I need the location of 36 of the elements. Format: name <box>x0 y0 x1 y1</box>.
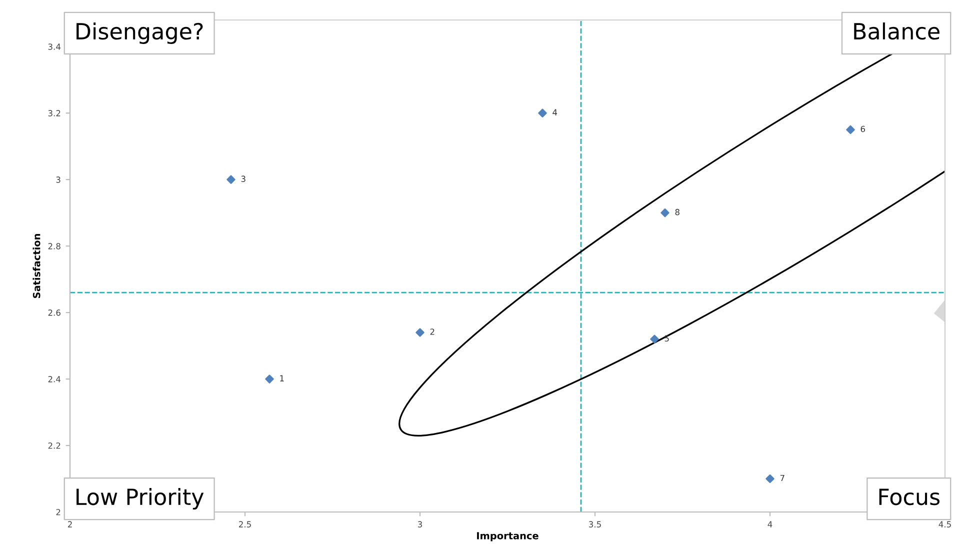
x-tick-label: 3 <box>418 521 422 528</box>
point <box>846 125 855 134</box>
annotation: 4 <box>552 109 558 116</box>
y-tick-label: 2.8 <box>48 243 60 250</box>
annotation: Focus <box>879 488 940 506</box>
x-tick-label: 3.5 <box>589 521 601 528</box>
x-tick-label: 2.5 <box>238 521 251 528</box>
annotation: 7 <box>780 474 784 482</box>
annotation: 1 <box>280 375 284 382</box>
x-tick-label: 4.5 <box>938 521 951 528</box>
point <box>416 328 424 337</box>
point <box>650 334 659 344</box>
annotation: 3 <box>241 176 246 182</box>
point <box>766 474 774 484</box>
annotation: 8 <box>675 208 680 216</box>
x-tick-label: 2 <box>68 521 72 528</box>
annotation: 5 <box>664 335 669 342</box>
point <box>265 374 274 384</box>
y-tick-label: 2.4 <box>48 376 61 382</box>
y-axis-title: Satisfaction <box>32 234 40 298</box>
x-tick-label: 4 <box>768 521 772 528</box>
annotation: Balance <box>854 22 940 40</box>
annotation: Disengage? <box>76 22 203 44</box>
annotation: 6 <box>860 126 865 132</box>
y-tick-label: 3.2 <box>48 110 60 116</box>
y-tick-label: 3.4 <box>48 44 61 50</box>
y-tick-label: 2.6 <box>48 310 60 316</box>
point <box>660 208 670 218</box>
annotation: 2 <box>430 328 434 335</box>
point <box>538 108 547 118</box>
y-tick-label: 3 <box>56 176 60 183</box>
y-tick-label: 2 <box>56 508 60 516</box>
y-tick-label: 2.2 <box>48 442 60 449</box>
x-axis-title: Importance <box>477 532 538 542</box>
point <box>226 175 236 184</box>
annotation: Low Priority <box>76 488 204 510</box>
